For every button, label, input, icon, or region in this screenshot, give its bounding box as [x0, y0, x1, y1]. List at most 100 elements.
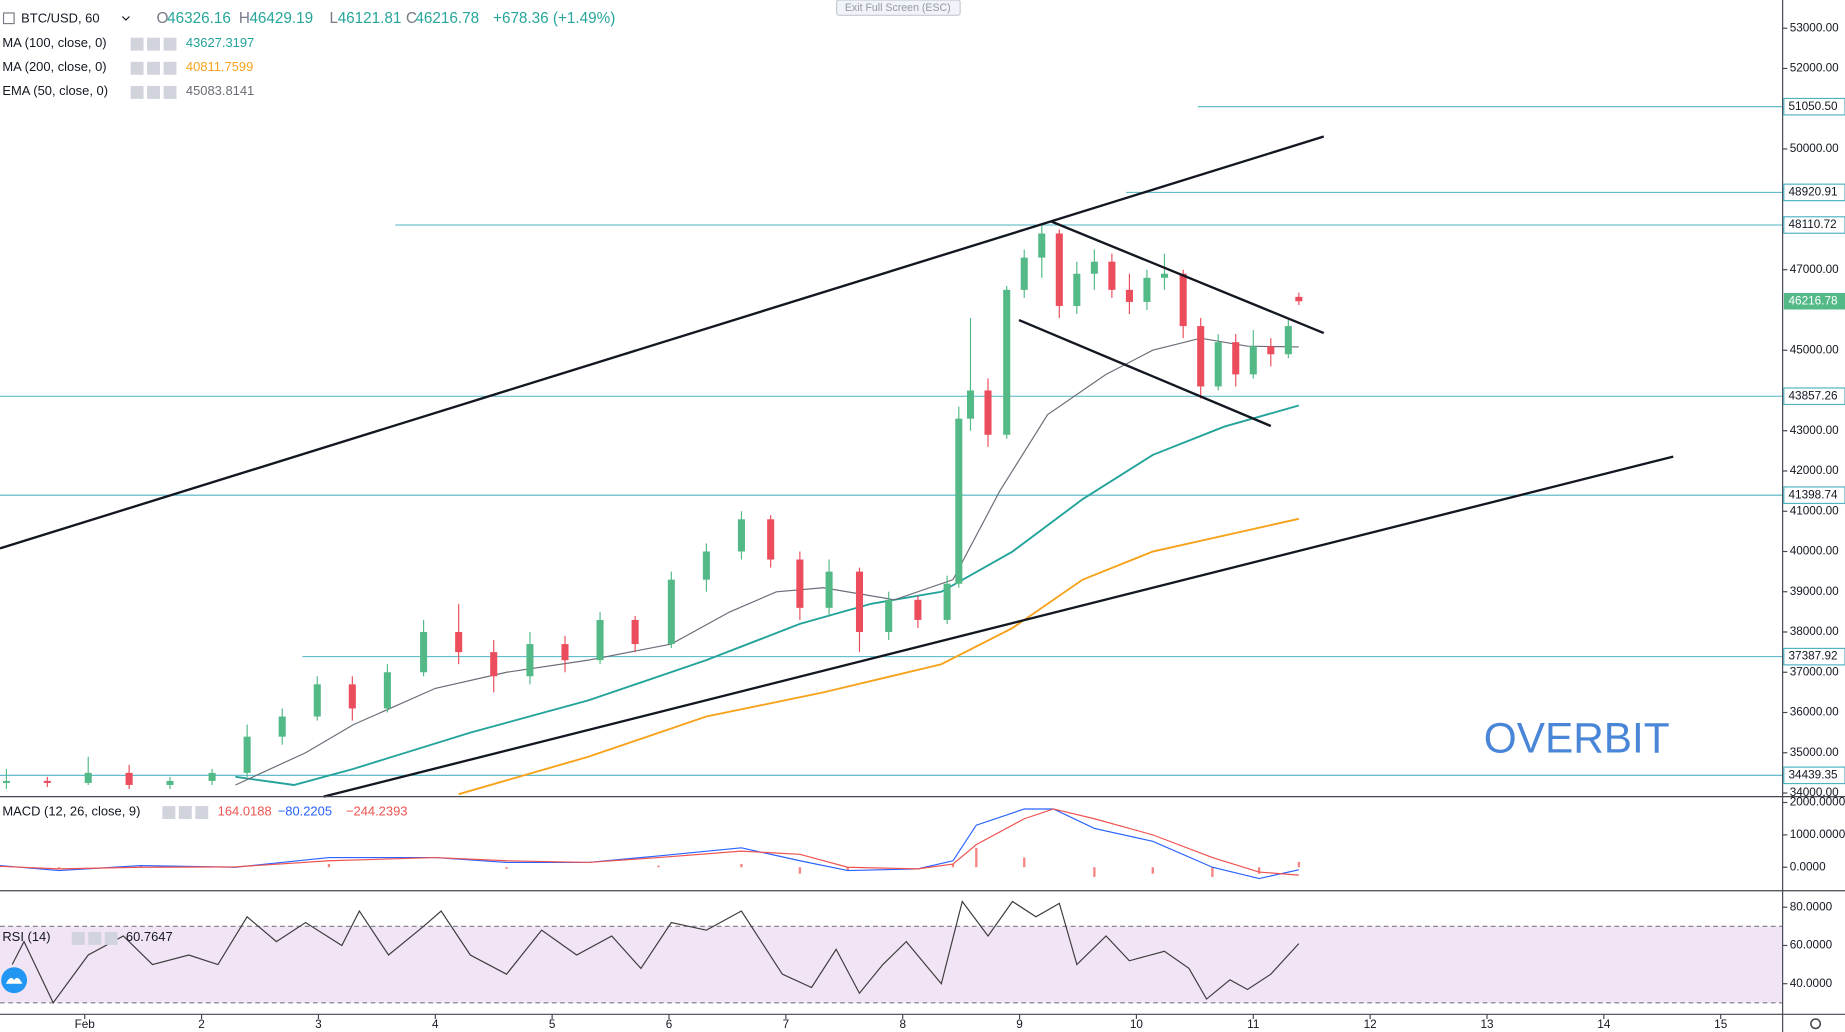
trend-line — [0, 135, 1325, 550]
legend-button[interactable] — [88, 931, 102, 945]
candle-body — [313, 684, 321, 717]
button-label[interactable]: Exit Full Screen (ESC) — [845, 2, 951, 14]
chevron[interactable] — [121, 16, 130, 21]
level-label-box — [1783, 387, 1845, 406]
legend-name[interactable]: EMA (50, close, 0) — [2, 83, 108, 98]
settings-icon[interactable] — [1810, 1018, 1822, 1030]
candle-body — [1249, 346, 1257, 375]
ohlc-label: C — [406, 10, 417, 27]
legend-button[interactable] — [147, 61, 161, 75]
ohlc-value: 46429.19 — [249, 10, 313, 27]
trend-line — [1050, 220, 1325, 335]
legend-button[interactable] — [147, 37, 161, 51]
level-label: 34439.35 — [1789, 768, 1838, 781]
candle-body — [1020, 257, 1028, 290]
candle-body — [2, 780, 10, 783]
candle-body — [1090, 261, 1098, 274]
x-tick-label: 7 — [783, 1018, 790, 1031]
y-tick-label: 60.0000 — [1790, 939, 1833, 952]
histogram-bar — [139, 865, 142, 868]
y-tick-label: 34000.00 — [1790, 786, 1839, 799]
level-label: 51050.50 — [1789, 100, 1838, 113]
candle-body — [1125, 289, 1133, 302]
legend-button[interactable] — [178, 806, 192, 819]
candle-body — [561, 644, 569, 661]
y-tick-label: 40.0000 — [1790, 977, 1833, 990]
legend-button[interactable] — [163, 61, 177, 75]
x-tick-label: 2 — [198, 1018, 205, 1031]
candle-body — [702, 551, 710, 580]
candle-body — [767, 519, 775, 560]
legend-button[interactable] — [162, 806, 176, 819]
candle-body — [1179, 273, 1187, 327]
candle-body — [1284, 326, 1292, 355]
axes: 34000.00 35000.00 36000.00 37000.00 38000.00… — [75, 21, 1845, 1031]
y-tick-label: 37000.00 — [1790, 665, 1839, 678]
level-label-box — [1783, 216, 1845, 234]
level-label-box — [1783, 766, 1845, 785]
legend-value: −244.2393 — [346, 803, 408, 818]
legend-value: 43627.3197 — [186, 35, 254, 50]
legend-value: 60.7647 — [126, 929, 173, 944]
candle-body — [243, 736, 251, 773]
legend-button[interactable] — [163, 37, 177, 51]
gear[interactable] — [1810, 1018, 1822, 1030]
candle-body — [955, 418, 963, 584]
price-tag-label: 46216.78 — [1789, 294, 1838, 307]
legend-button[interactable] — [195, 806, 209, 819]
x-tick-label: 6 — [666, 1018, 673, 1031]
legend-button[interactable] — [104, 931, 118, 945]
y-tick-label: 42000.00 — [1790, 464, 1839, 477]
histogram-bar — [1257, 867, 1261, 874]
legend-button[interactable] — [147, 85, 161, 99]
ohlc-value: 46216.78 — [415, 10, 479, 27]
ohlc-label: O — [156, 10, 168, 27]
x-tick-label: 9 — [1016, 1018, 1023, 1031]
level-label: 43857.26 — [1789, 389, 1838, 402]
candle-body — [1143, 277, 1151, 302]
legend-button[interactable] — [163, 85, 177, 99]
legend-name[interactable]: RSI (14) — [2, 929, 50, 944]
y-tick-label: 45000.00 — [1790, 343, 1839, 356]
trend-line — [323, 455, 1674, 798]
candle-body — [348, 684, 356, 709]
y-tick-label: 0.0000 — [1790, 860, 1826, 873]
macd-line — [0, 808, 1299, 880]
x-tick-label: 13 — [1480, 1018, 1494, 1031]
trend-lines — [0, 135, 1674, 798]
exit-fullscreen-button[interactable] — [836, 0, 961, 16]
candle-body — [667, 579, 675, 645]
candle-body — [1197, 326, 1205, 387]
collapse-icon[interactable] — [2, 12, 15, 25]
price-tag — [1783, 293, 1845, 310]
histogram-bar — [57, 867, 61, 869]
histogram-bar — [505, 867, 508, 869]
legend-button[interactable] — [130, 85, 144, 99]
y-tick-label: 40000.00 — [1790, 545, 1839, 558]
legend-button[interactable] — [130, 61, 144, 75]
rsi-band — [0, 926, 1783, 1003]
legend-button[interactable] — [71, 931, 85, 945]
ohlc-value: 46326.16 — [167, 10, 231, 27]
histogram-bar — [657, 865, 660, 868]
legend-button[interactable] — [130, 37, 144, 51]
symbol[interactable]: BTC/USD, 60 — [21, 10, 99, 25]
logo-cloud — [5, 977, 23, 984]
legend-name[interactable]: MACD (12, 26, close, 9) — [2, 803, 140, 818]
y-tick-label: 80.0000 — [1790, 900, 1833, 913]
trend-line — [1018, 319, 1272, 428]
histogram-bar — [327, 864, 331, 868]
candle-body — [1295, 296, 1303, 302]
x-tick-label: 12 — [1364, 1018, 1377, 1031]
candle-body — [278, 716, 286, 737]
level-label-box — [1783, 486, 1845, 505]
histogram-bar — [1023, 857, 1026, 868]
legend-name[interactable]: MA (200, close, 0) — [2, 59, 106, 74]
candle-body — [737, 519, 745, 552]
candle-body — [490, 652, 498, 677]
legend-name[interactable]: MA (100, close, 0) — [2, 35, 106, 50]
histogram-bar — [1093, 867, 1096, 877]
